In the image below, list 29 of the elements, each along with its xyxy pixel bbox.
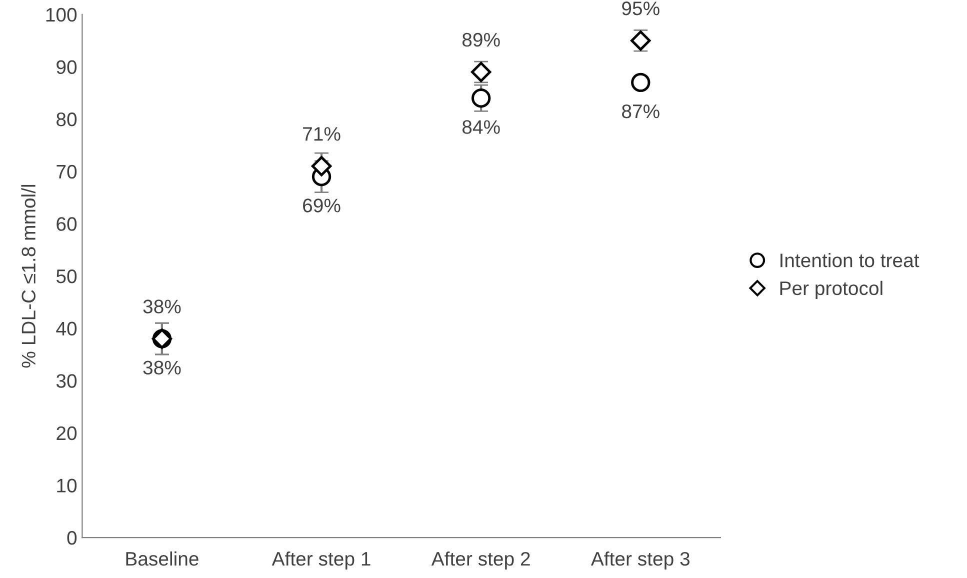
y-tick-label: 90 [56,60,77,74]
point [472,88,491,108]
point [631,72,650,92]
legend-label: Intention to treat [780,253,920,268]
y-tick-label: 30 [56,374,77,388]
x-tick-label: Baseline [126,551,198,566]
y-tick-label: 100 [46,8,77,22]
data-label: 89% [462,32,500,47]
y-tick-label: 80 [56,112,77,126]
x-tick-label: After step 3 [590,551,690,570]
y-tick-label: 40 [56,322,77,336]
y-tick-label: 0 [67,531,77,545]
data-label: 95% [622,2,660,16]
y-axis-title: % LDL-C ≤1.8 mmol/l [21,184,36,368]
data-label: 71% [303,127,340,141]
data-label: 87% [622,104,660,118]
y-tick-label: 60 [56,217,77,231]
data-label: 84% [462,120,500,134]
legend-label: Per protocol [780,280,882,299]
y-tick-label: 70 [56,164,77,179]
data-label: 38% [143,300,181,314]
x-tick-label: After step 2 [431,551,530,570]
x-tick-label: After step 1 [272,551,370,570]
data-label: 69% [303,198,340,212]
y-tick-label: 50 [56,269,77,284]
y-tick-label: 20 [56,426,77,440]
point [311,156,332,176]
data-label: 38% [143,360,181,375]
y-tick-label: 10 [57,478,77,492]
